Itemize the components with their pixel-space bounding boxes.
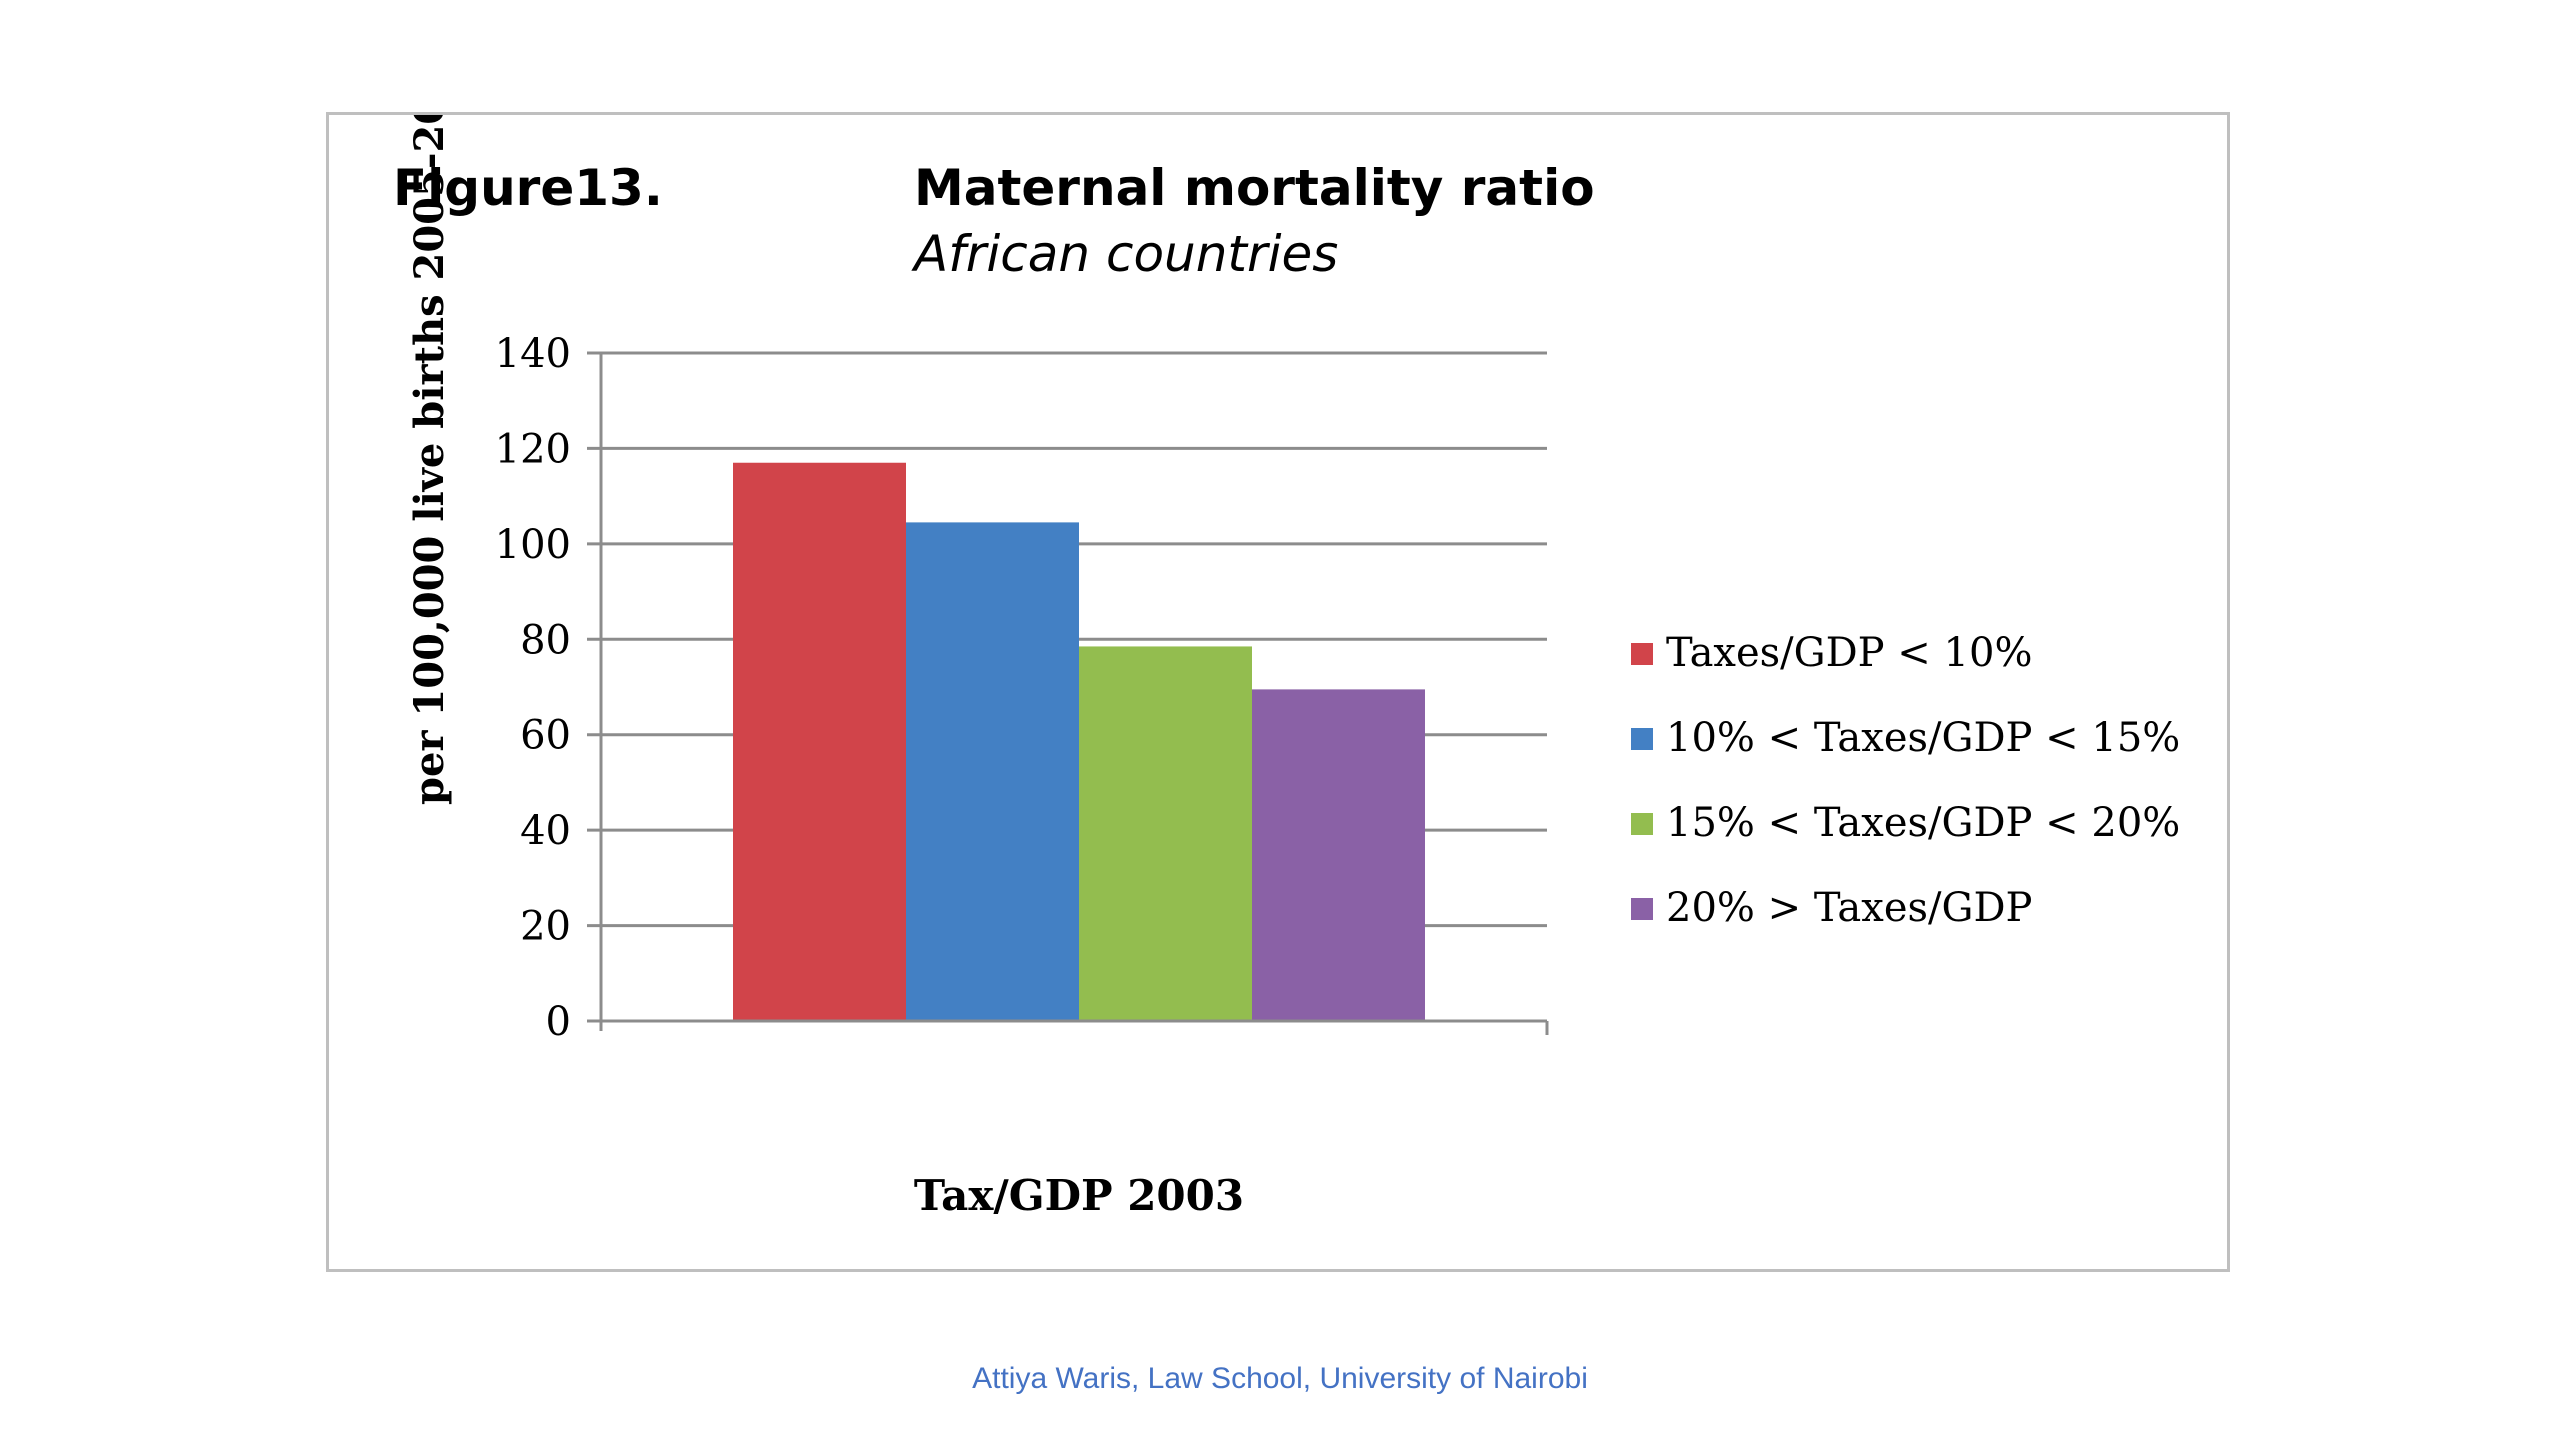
bars — [733, 462, 1425, 1021]
legend-label: 10% < Taxes/GDP < 15% — [1666, 715, 2180, 761]
footer-credit: Attiya Waris, Law School, University of … — [972, 1362, 1588, 1395]
legend: Taxes/GDP < 10% 10% < Taxes/GDP < 15% 15% … — [1631, 630, 2180, 931]
legend-label: 15% < Taxes/GDP < 20% — [1666, 800, 2180, 846]
y-tick-label: 0 — [546, 999, 571, 1045]
y-tick-label: 80 — [520, 617, 571, 663]
figure-label: Figure13. — [393, 159, 663, 217]
legend-swatch — [1631, 728, 1653, 750]
legend-swatch — [1631, 898, 1653, 920]
chart-title: Maternal mortality ratio — [914, 159, 1595, 217]
legend-label: 20% > Taxes/GDP — [1666, 885, 2032, 931]
y-tick-label: 100 — [495, 522, 571, 568]
bar — [733, 462, 906, 1021]
bar — [1079, 646, 1252, 1021]
chart-frame: Figure13. Maternal mortality ratio Afric… — [326, 112, 2230, 1272]
x-axis-label: Tax/GDP 2003 — [914, 1171, 1244, 1220]
y-tick-label: 20 — [520, 904, 571, 950]
y-tick-label: 120 — [495, 426, 571, 472]
axes — [587, 353, 1549, 1035]
y-tick-label: 140 — [495, 331, 571, 377]
y-tick-label: 60 — [520, 713, 571, 759]
y-tick-labels: 0 20 40 60 80 100 120 140 — [495, 331, 571, 1045]
bar — [906, 522, 1079, 1021]
chart-subtitle: African countries — [911, 225, 1338, 283]
legend-swatch — [1631, 813, 1653, 835]
chart-svg: Figure13. Maternal mortality ratio Afric… — [393, 115, 2180, 1220]
legend-label: Taxes/GDP < 10% — [1666, 630, 2032, 676]
y-axis-label: per 100,000 live births 2005-2008 — [406, 115, 453, 805]
y-tick-label: 40 — [520, 808, 571, 854]
bar — [1252, 689, 1425, 1021]
legend-swatch — [1631, 643, 1653, 665]
